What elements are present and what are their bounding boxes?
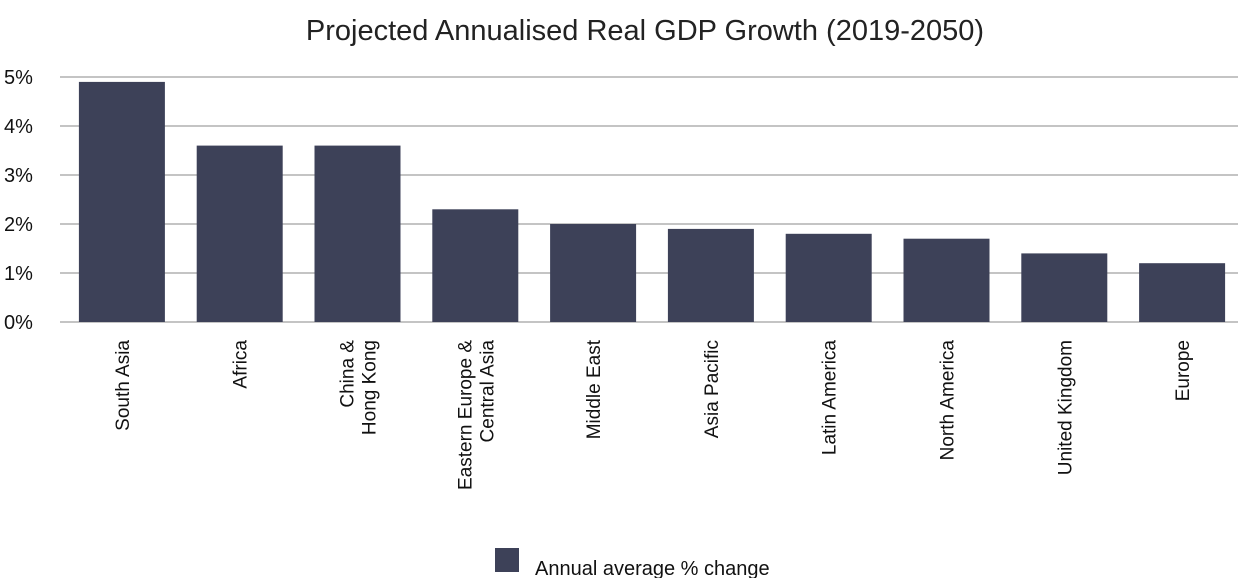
x-tick-label: United Kingdom — [1055, 340, 1076, 475]
bar — [550, 224, 637, 322]
x-tick-label-line: Africa — [231, 340, 252, 389]
legend: Annual average % change — [495, 548, 770, 578]
x-tick-label-line: Latin America — [820, 340, 841, 456]
bar — [1021, 253, 1108, 322]
x-tick-label: Europe — [1173, 340, 1194, 401]
x-tick-label-line: Hong Kong — [360, 340, 381, 435]
legend-label: Annual average % change — [535, 558, 770, 578]
y-tick-label: 4% — [4, 116, 33, 138]
x-tick-label-line: China & — [338, 340, 359, 408]
x-tick-label-line: Middle East — [584, 339, 605, 439]
bars — [78, 81, 1226, 323]
x-tick-label: Eastern Europe & Central Asia — [455, 340, 498, 490]
x-tick-label-line: Eastern Europe & — [455, 340, 476, 490]
x-tick-label: Africa — [231, 340, 252, 389]
legend-swatch — [495, 548, 519, 572]
x-tick-label: Asia Pacific — [702, 340, 723, 438]
bar — [314, 145, 401, 322]
x-tick-label: China & Hong Kong — [338, 340, 381, 435]
chart-title: Projected Annualised Real GDP Growth (20… — [306, 15, 984, 47]
bar — [432, 209, 519, 322]
y-tick-label: 0% — [4, 312, 33, 334]
x-tick-label-line: Asia Pacific — [702, 340, 723, 438]
bar — [1139, 263, 1226, 322]
x-tick-label: Middle East — [584, 339, 605, 439]
x-tick-label: South Asia — [113, 340, 134, 431]
bar — [196, 145, 283, 322]
x-tick-label: Latin America — [820, 340, 841, 456]
x-tick-label-line: South Asia — [113, 340, 134, 431]
bar — [667, 228, 754, 322]
y-axis-tick-labels: 0% 1% 2% 3% 4% 5% — [4, 67, 33, 334]
x-tick-label-line: Europe — [1173, 340, 1194, 401]
x-tick-label-line: United Kingdom — [1055, 340, 1076, 475]
bar — [785, 233, 872, 322]
x-tick-label-line: Central Asia — [477, 340, 498, 443]
y-tick-label: 2% — [4, 214, 33, 236]
y-tick-label: 3% — [4, 165, 33, 187]
x-axis-category-labels: South Asia Africa China & Hong Kong Eastern … — [113, 339, 1194, 490]
y-tick-label: 5% — [4, 67, 33, 89]
bar — [78, 81, 165, 323]
bar — [903, 238, 990, 322]
x-tick-label: North America — [938, 340, 959, 461]
x-tick-label-line: North America — [938, 340, 959, 461]
y-tick-label: 1% — [4, 263, 33, 285]
